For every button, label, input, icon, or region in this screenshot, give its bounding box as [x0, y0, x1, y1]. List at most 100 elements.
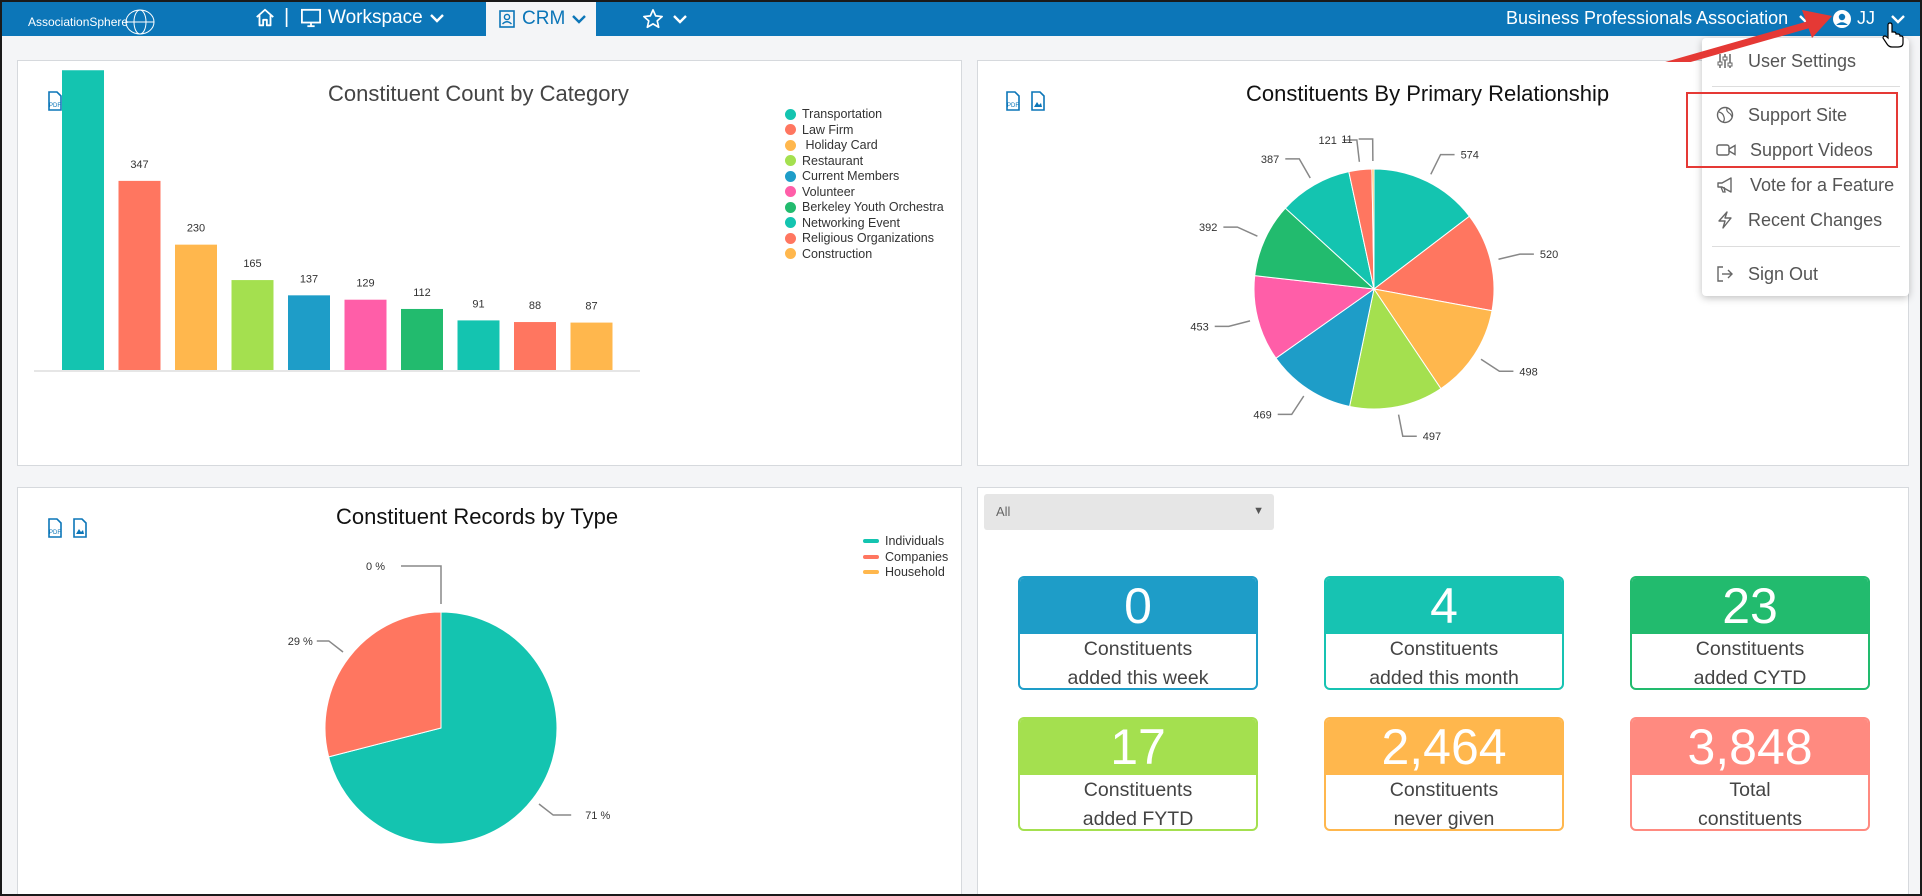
legend-item[interactable]: Current Members	[785, 169, 899, 183]
legend-item[interactable]: Restaurant	[785, 154, 863, 168]
legend-item[interactable]: Companies	[863, 550, 948, 564]
data-label: 520	[1540, 249, 1558, 261]
stat-label: added this month	[1369, 667, 1519, 689]
chevron-down-icon	[673, 15, 687, 24]
top-nav-bar: AssociationSphere | Workspace CRM Busine…	[2, 2, 1920, 36]
user-initials: JJ	[1857, 8, 1875, 28]
menu-item-support-videos[interactable]: Support Videos	[1702, 135, 1909, 165]
leader-line	[1498, 253, 1534, 260]
leader-line	[1277, 395, 1305, 416]
legend-item[interactable]: Transportation	[785, 107, 882, 121]
pie-slice	[324, 611, 442, 758]
pdf-export-icon[interactable]: PDF	[1004, 91, 1022, 111]
workspace-menu[interactable]: Workspace	[300, 7, 445, 29]
pie-slice	[1348, 287, 1442, 410]
leader-line	[1214, 320, 1251, 328]
legend-item[interactable]: Individuals	[863, 534, 944, 548]
sliders-icon	[1717, 54, 1733, 68]
stat-value: 3,848	[1632, 719, 1868, 775]
image-export-icon[interactable]	[72, 518, 88, 538]
monitor-icon	[301, 8, 321, 28]
data-label: 121	[1318, 135, 1336, 147]
menu-item-label: User Settings	[1748, 50, 1857, 71]
legend-item[interactable]: Volunteer	[785, 185, 855, 199]
leader-line	[316, 640, 344, 653]
legend-swatch	[785, 124, 796, 135]
filter-select[interactable]: All ▼	[984, 494, 1274, 530]
legend-swatch	[863, 554, 879, 559]
legend-swatch	[785, 155, 796, 166]
legend-item[interactable]: Construction	[785, 247, 872, 261]
stat-card[interactable]: 23 Constituents added CYTD	[1630, 576, 1870, 690]
image-export-icon[interactable]	[1030, 91, 1046, 111]
tab-crm[interactable]: CRM	[486, 2, 596, 36]
menu-item-vote-feature[interactable]: Vote for a Feature	[1702, 170, 1909, 200]
menu-item-label: Sign Out	[1748, 263, 1819, 284]
stat-label: Constituents	[1389, 779, 1499, 801]
stat-card[interactable]: 4 Constituents added this month	[1324, 576, 1564, 690]
pie-slice	[1254, 207, 1376, 290]
workspace-label: Workspace	[328, 7, 423, 28]
legend-item[interactable]: Holiday Card	[785, 138, 878, 152]
menu-item-recent-changes[interactable]: Recent Changes	[1702, 205, 1909, 235]
org-name: Business Professionals Association	[1506, 8, 1789, 28]
bar	[231, 280, 274, 370]
menu-item-support-site[interactable]: Support Site	[1702, 100, 1909, 130]
hand-cursor-icon	[1882, 22, 1904, 48]
data-label: 347	[130, 159, 148, 171]
highlight-box	[1686, 92, 1898, 168]
bar	[514, 322, 556, 370]
menu-item-label: Vote for a Feature	[1750, 174, 1895, 195]
legend-label: Volunteer	[802, 184, 855, 199]
stat-card[interactable]: 0 Constituents added this week	[1018, 576, 1258, 690]
stat-label: added CYTD	[1693, 667, 1807, 689]
legend-item[interactable]: Law Firm	[785, 123, 853, 137]
stat-card[interactable]: 3,848 Total constituents	[1630, 717, 1870, 831]
menu-item-sign-out[interactable]: Sign Out	[1702, 259, 1909, 289]
megaphone-icon	[1717, 177, 1732, 193]
bar	[344, 299, 387, 370]
legend-label: Individuals	[885, 534, 945, 548]
stat-card[interactable]: 2,464 Constituents never given	[1324, 717, 1564, 831]
caret-down-icon: ▼	[1253, 505, 1264, 517]
legend-item[interactable]: Berkeley Youth Orchestra	[785, 200, 944, 214]
home-button[interactable]	[254, 7, 276, 34]
legend-item[interactable]: Religious Organizations	[785, 231, 934, 245]
pdf-export-icon[interactable]: PDF	[46, 91, 64, 111]
stat-card[interactable]: 17 Constituents added FYTD	[1018, 717, 1258, 831]
pie-slice	[1372, 215, 1495, 312]
export-toolbar: PDF	[1004, 91, 1046, 111]
menu-divider	[1712, 86, 1900, 87]
leader-line	[1223, 226, 1258, 237]
legend-label: Companies	[885, 549, 949, 564]
logo[interactable]: AssociationSphere	[28, 8, 160, 36]
bar	[457, 320, 500, 370]
stat-value: 2,464	[1326, 719, 1562, 775]
legend-item[interactable]: Networking Event	[785, 216, 900, 230]
pdf-export-icon[interactable]: PDF	[46, 518, 64, 538]
favorites-menu[interactable]	[642, 8, 688, 30]
data-label: 392	[1199, 222, 1217, 234]
constituent-count-panel: PDF Constituent Count by Category 550347…	[17, 60, 962, 466]
stat-value: 4	[1326, 578, 1562, 634]
legend-swatch	[785, 217, 796, 228]
legend-swatch	[863, 570, 879, 574]
legend-swatch	[863, 539, 879, 543]
annotation-arrow	[1665, 10, 1832, 62]
data-label: 112	[413, 287, 431, 299]
user-menu-button[interactable]: JJ	[1832, 8, 1906, 29]
menu-item-label: Support Site	[1748, 104, 1848, 125]
bar-chart: 550347230165137129112918887	[34, 70, 640, 372]
data-label: 11	[1341, 134, 1352, 146]
leader-line	[401, 565, 442, 604]
chevron-down-icon	[1891, 14, 1905, 24]
legend-swatch	[785, 232, 796, 244]
menu-item-user-settings[interactable]: User Settings	[1702, 46, 1909, 76]
globe-logo-icon	[125, 9, 155, 35]
chart-title: Constituent Count by Category	[328, 81, 629, 106]
legend-item[interactable]: Household	[863, 565, 945, 579]
stat-value: 17	[1020, 719, 1256, 775]
legend-swatch	[785, 108, 796, 120]
legend-swatch	[785, 201, 796, 213]
